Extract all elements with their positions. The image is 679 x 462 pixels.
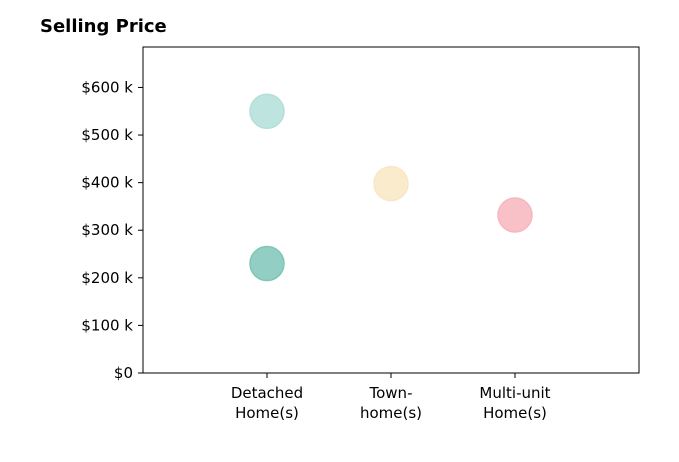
y-tick-label: $400 k — [81, 174, 133, 192]
x-tick-label-line: Detached — [231, 384, 303, 402]
x-tick-label-line: home(s) — [360, 404, 422, 422]
y-tick-label: $200 k — [81, 269, 133, 287]
y-tick-label: $300 k — [81, 221, 133, 239]
x-tick-label: Multi-unit Home(s) — [479, 384, 550, 422]
data-point — [497, 197, 533, 233]
x-tick-label: Detached Home(s) — [231, 384, 303, 422]
data-point — [249, 93, 285, 129]
chart-title: Selling Price — [40, 16, 167, 37]
x-tick-label-line: Home(s) — [235, 404, 299, 422]
plot-area — [142, 46, 640, 374]
data-points — [249, 93, 533, 282]
data-point — [373, 165, 409, 202]
x-tick-label-line: Multi-unit — [479, 384, 550, 402]
y-tick-label: $0 — [114, 364, 133, 382]
y-tick-label: $500 k — [81, 126, 133, 144]
x-tick-label: Town-home(s) — [360, 384, 422, 422]
x-axis: Detached Home(s) Town-home(s) Multi-unit Hom… — [231, 373, 551, 422]
x-tick-label-line: Town- — [369, 384, 413, 402]
y-tick-label: $100 k — [81, 316, 133, 334]
y-tick-label: $600 k — [81, 78, 133, 96]
data-point — [249, 245, 285, 282]
x-tick-label-line: Home(s) — [483, 404, 547, 422]
y-axis: $0 $100 k $200 k $300 k $400 k $500 k $600 k — [81, 78, 143, 382]
